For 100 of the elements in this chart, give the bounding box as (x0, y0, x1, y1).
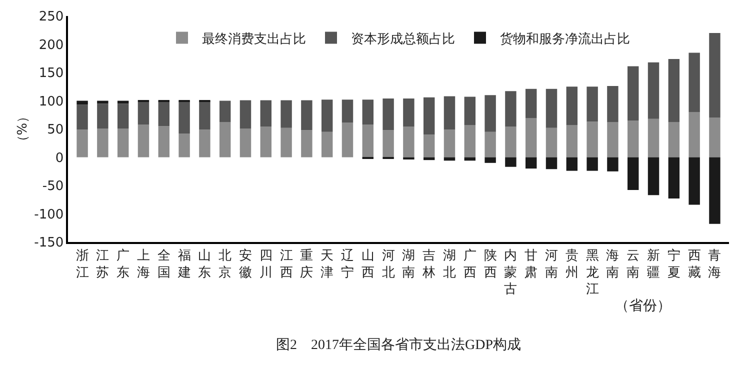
bar (628, 120, 639, 158)
bar (158, 126, 170, 158)
bar (240, 100, 252, 128)
bar (566, 86, 578, 126)
x-tick-label: 河北 (382, 248, 395, 280)
x-tick-label: 安徽 (238, 247, 252, 280)
bar (199, 101, 210, 130)
bar (362, 124, 374, 158)
bar (586, 122, 598, 158)
bar (138, 124, 150, 158)
x-tick-label: 浙江 (76, 248, 89, 280)
bar (199, 130, 210, 158)
bar (382, 130, 394, 158)
y-tick-label: 50 (47, 122, 64, 138)
x-tick-label: 甘肃 (524, 248, 538, 280)
x-tick-label: 全国 (157, 248, 170, 280)
bar (403, 98, 414, 127)
x-tick-label: 天津 (320, 248, 334, 280)
bar (444, 130, 456, 158)
x-tick-label: 宁夏 (667, 247, 680, 280)
x-tick-label: 海南 (606, 248, 620, 280)
x-tick-label: 上海 (136, 248, 150, 280)
bar (505, 91, 516, 127)
bar (280, 100, 292, 128)
bar (97, 100, 108, 104)
bar (648, 157, 660, 196)
x-tick-label: 广东 (116, 248, 130, 280)
bar (668, 58, 680, 122)
bar (546, 128, 558, 158)
bar (505, 126, 516, 158)
bar (403, 126, 414, 158)
bar (688, 112, 700, 158)
bar (484, 132, 496, 158)
x-tick-label: 内蒙古 (504, 248, 518, 298)
x-tick-label: 湖北 (443, 248, 456, 280)
bar (219, 100, 231, 122)
bar (505, 157, 516, 167)
bar (628, 157, 639, 190)
bar (321, 100, 333, 132)
bar (586, 86, 598, 122)
bar (280, 128, 292, 158)
bar (138, 102, 150, 124)
bar (526, 118, 537, 158)
x-tick-label: 青海 (708, 248, 722, 280)
y-tick-label: 200 (38, 38, 64, 53)
x-tick-label: 湖南 (402, 248, 416, 280)
bar (566, 157, 578, 171)
legend-label: 最终消费支出占比 (202, 32, 306, 47)
x-tick-label: 广西 (463, 248, 476, 280)
y-tick-label: 0 (55, 150, 64, 166)
x-tick-label: 江苏 (96, 248, 110, 280)
bar (648, 118, 660, 158)
bar (607, 122, 618, 158)
x-tick-label: 西藏 (688, 248, 701, 280)
bar (301, 100, 312, 130)
bar (342, 122, 354, 158)
bar (178, 101, 190, 134)
x-tick-label: 云南 (626, 248, 640, 280)
bar (301, 130, 312, 158)
bar (546, 157, 558, 170)
x-tick-label: 辽宁 (341, 248, 354, 280)
bar (178, 134, 190, 158)
bar (382, 98, 394, 130)
y-tick-label: 250 (38, 10, 64, 25)
bar (423, 97, 435, 135)
text: 图2 2017年全国各省市支出法GDP构成 (276, 337, 522, 353)
x-tick-label: 陕西 (484, 248, 497, 280)
bar (607, 86, 618, 122)
bar (362, 100, 374, 124)
bar (76, 130, 88, 158)
bar (688, 157, 700, 205)
y-tick-label: -150 (34, 236, 64, 251)
bar (566, 125, 578, 158)
bar (668, 157, 680, 198)
x-tick-label: 四川 (259, 248, 272, 280)
bar (97, 128, 108, 158)
bar (260, 100, 272, 127)
x-tick-label: 北京 (218, 248, 232, 280)
bar (240, 128, 252, 158)
bar (709, 32, 720, 118)
bar (76, 104, 88, 130)
x-tick-label: 重庆 (300, 248, 314, 280)
bar (321, 132, 333, 158)
x-tick-label: 山东 (198, 248, 212, 280)
bar (260, 126, 272, 158)
y-tick-label: -100 (34, 207, 64, 222)
bar (97, 104, 108, 128)
x-tick-label: 新疆 (647, 248, 660, 280)
bar (403, 157, 414, 160)
bar (484, 95, 496, 132)
bar (423, 134, 435, 158)
bar (76, 100, 88, 105)
bar (526, 157, 537, 169)
bar (628, 66, 639, 121)
x-tick-label: 吉林 (422, 248, 436, 280)
bar (342, 100, 354, 123)
bar (464, 96, 476, 126)
y-tick-label: 100 (38, 94, 64, 110)
x-tick-label: 山西 (361, 248, 374, 280)
bar (158, 101, 170, 126)
